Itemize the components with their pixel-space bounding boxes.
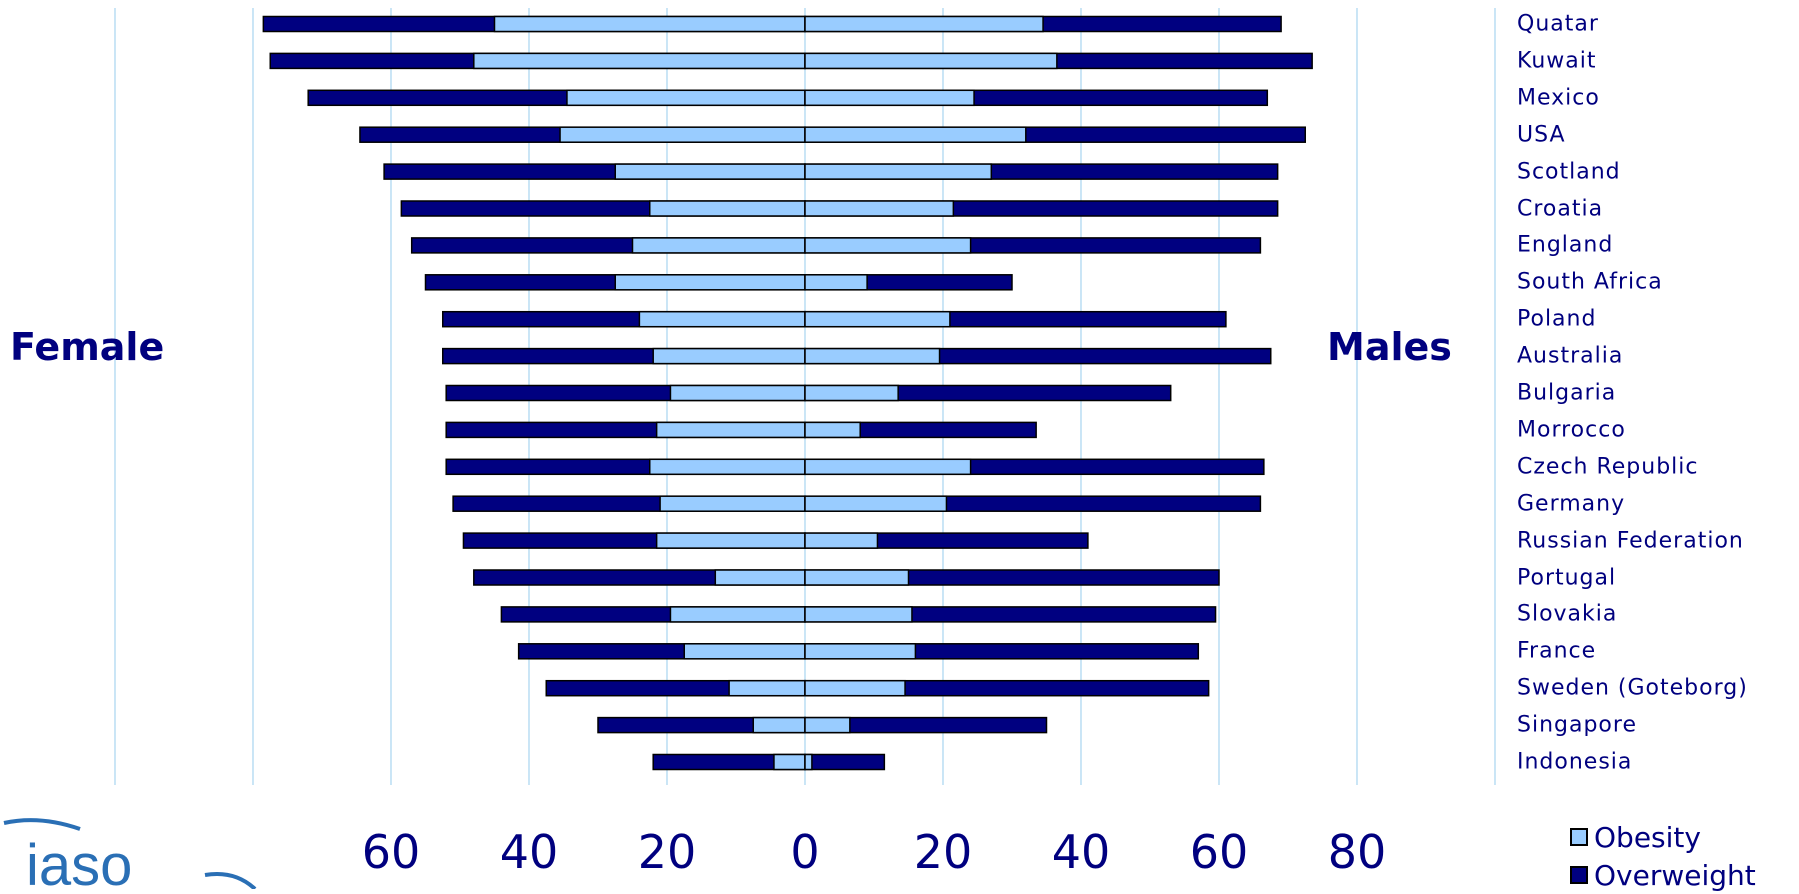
bar-male-obesity [804, 274, 868, 291]
bar-female-obesity [473, 52, 806, 70]
x-tick-label: 0 [790, 825, 820, 879]
obesity-swatch [1570, 828, 1588, 846]
category-label: Quatar [1517, 11, 1599, 37]
bar-female-obesity [683, 643, 806, 660]
x-tick-label: 40 [1051, 825, 1111, 879]
bar-male-obesity [804, 716, 851, 734]
bar-female-obesity [649, 458, 806, 476]
bar-male-obesity [804, 126, 1027, 143]
bar-female-obesity [752, 716, 806, 734]
bar-male-obesity [804, 569, 910, 586]
x-tick-label: 80 [1327, 825, 1387, 879]
bar-male-obesity [804, 52, 1058, 70]
bar-male-obesity [804, 163, 993, 180]
x-tick-label: 20 [637, 825, 697, 879]
iaso-logo: iaso [3, 818, 257, 889]
legend-label-overweight: Overweight [1594, 858, 1756, 892]
category-label: Czech Republic [1517, 454, 1699, 480]
bar-male-obesity [804, 200, 955, 217]
overweight-swatch [1570, 866, 1588, 884]
category-label: Russian Federation [1517, 528, 1744, 554]
bar-female-obesity [614, 274, 806, 291]
bar-male-obesity [804, 89, 975, 107]
bar-female-obesity [728, 679, 806, 697]
x-tick-label: 60 [1189, 825, 1249, 879]
bar-female-obesity [655, 532, 806, 549]
bar-male-obesity [804, 15, 1044, 33]
category-label: Mexico [1517, 85, 1600, 111]
legend-item-overweight: Overweight [1570, 856, 1756, 894]
bar-female-obesity [566, 89, 806, 107]
category-label: Portugal [1517, 565, 1617, 590]
legend: Obesity Overweight [1570, 818, 1756, 894]
x-tick-label: 60 [361, 825, 421, 879]
x-tick-label: 20 [913, 825, 973, 879]
category-label: Australia [1517, 343, 1624, 369]
bar-male-obesity [804, 237, 972, 254]
bar-male-obesity [804, 310, 951, 328]
bar-male-obesity [804, 532, 879, 549]
bar-female-obesity [669, 384, 806, 402]
svg-text:iaso: iaso [26, 833, 132, 889]
bar-male-obesity [804, 606, 913, 623]
category-label: Scotland [1517, 159, 1621, 185]
category-label: South Africa [1517, 269, 1663, 295]
legend-item-obesity: Obesity [1570, 818, 1756, 856]
category-label: Croatia [1517, 196, 1604, 221]
bar-female-obesity [652, 347, 806, 365]
category-label: Kuwait [1517, 48, 1597, 74]
category-label: Morrocco [1517, 417, 1626, 443]
category-label: Sweden (Goteborg) [1517, 675, 1748, 701]
legend-label-obesity: Obesity [1594, 820, 1701, 854]
category-label: USA [1517, 122, 1566, 148]
bar-female-obesity [714, 569, 806, 586]
bar-female-obesity [614, 163, 806, 180]
category-label: Germany [1517, 491, 1626, 517]
bar-female-obesity [559, 126, 806, 143]
bar-male-obesity [804, 384, 899, 402]
bar-male-overweight [804, 753, 886, 771]
bar-male-obesity [804, 421, 861, 439]
x-tick-label: 40 [499, 825, 559, 879]
bar-female-obesity [493, 15, 806, 33]
category-label: Indonesia [1517, 749, 1633, 775]
bar-male-obesity [804, 679, 906, 697]
bar-male-obesity [804, 495, 948, 512]
bar-male-obesity [804, 643, 917, 660]
category-label: England [1517, 232, 1614, 258]
bar-female-obesity [669, 606, 806, 623]
bar-female-obesity [649, 200, 806, 217]
bar-female-obesity [638, 310, 806, 328]
bar-female-obesity [655, 421, 806, 439]
category-label: France [1517, 638, 1597, 664]
category-label: Bulgaria [1517, 380, 1617, 406]
category-label: Singapore [1517, 712, 1637, 738]
males-label: Males [1327, 325, 1452, 369]
bar-female-obesity [631, 237, 806, 254]
bar-female-obesity [773, 753, 806, 771]
category-label: Poland [1517, 306, 1597, 332]
bar-male-obesity [804, 458, 972, 476]
bar-female-obesity [659, 495, 806, 512]
female-label: Female [10, 325, 165, 369]
category-label: Slovakia [1517, 601, 1618, 627]
bar-male-obesity [804, 347, 941, 365]
bar-male-obesity [804, 753, 813, 771]
